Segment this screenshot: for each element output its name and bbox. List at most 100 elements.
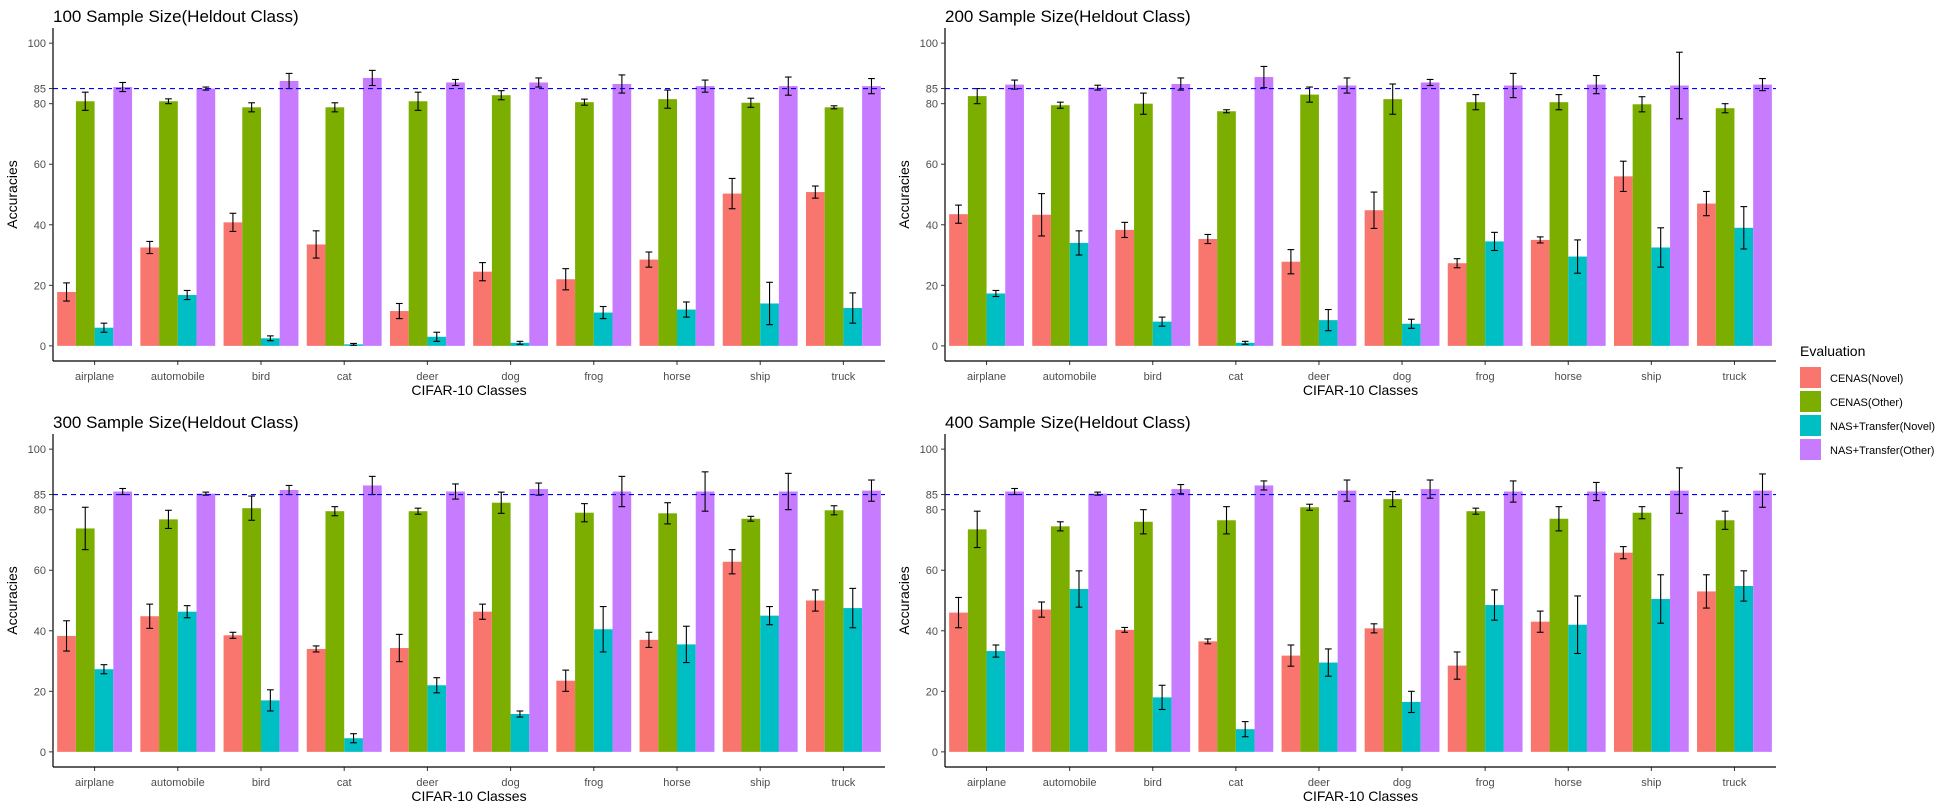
x-tick-label: cat [1229, 371, 1244, 383]
error-bar-truck-1 [811, 589, 819, 612]
x-tick-label: horse [1554, 371, 1582, 383]
x-tick-label: automobile [1043, 371, 1097, 383]
error-bar-cat-2 [331, 506, 339, 517]
error-bar-ship-4 [784, 472, 792, 511]
x-tick-label: horse [663, 371, 691, 383]
bar-cat-3 [344, 738, 363, 752]
x-tick-label: deer [416, 777, 438, 789]
bar-frog-3 [593, 629, 613, 752]
bar-airplane-2 [75, 101, 95, 346]
error-bar-horse-2 [1555, 94, 1563, 111]
bar-frog-1 [1447, 665, 1467, 752]
legend-label-1: CENAS(Novel) [1830, 373, 1903, 385]
error-bar-automobile-1 [1038, 601, 1045, 618]
x-tick-label: dog [501, 371, 519, 383]
chart-title: 300 Sample Size(Heldout Class) [53, 413, 299, 432]
error-bar-dog-3 [1408, 318, 1415, 329]
y-tick-label: 20 [926, 280, 938, 292]
error-bar-dog-4 [535, 482, 543, 496]
chart-panel-4: 400 Sample Size(Heldout Class) airplane au… [896, 413, 1776, 804]
bar-airplane-2 [75, 528, 95, 752]
error-bar-horse-3 [1574, 239, 1581, 274]
bar-deer-2 [1300, 507, 1319, 752]
error-bar-horse-3 [682, 625, 690, 664]
y-tick-label: 60 [926, 565, 938, 577]
x-tick-label: automobile [151, 371, 205, 383]
error-bar-airplane-3 [100, 664, 108, 675]
error-bar-ship-3 [1657, 227, 1665, 268]
bar-automobile-2 [159, 519, 178, 752]
bar-deer-3 [427, 685, 447, 752]
error-bar-frog-3 [599, 305, 607, 320]
error-bar-truck-4 [868, 479, 875, 502]
error-bar-cat-1 [1204, 233, 1212, 245]
error-bar-cat-4 [1260, 480, 1268, 491]
bar-truck-1 [1697, 203, 1716, 346]
bar-truck-2 [824, 107, 844, 346]
bar-horse-2 [658, 513, 677, 752]
error-bar-truck-2 [1721, 103, 1729, 114]
error-bar-truck-2 [830, 105, 838, 110]
x-tick-label: bird [252, 777, 270, 789]
error-bar-frog-4 [1509, 72, 1517, 99]
y-axis-title: Accuracies [4, 566, 20, 634]
bar-bird-2 [1134, 521, 1153, 752]
error-bar-bird-1 [229, 212, 237, 232]
bar-automobile-3 [1069, 589, 1089, 752]
x-tick-label: truck [831, 371, 855, 383]
error-bar-dog-1 [479, 262, 486, 282]
bar-automobile-1 [140, 247, 160, 346]
bar-automobile-2 [1050, 105, 1070, 346]
bar-cat-4 [1254, 485, 1274, 752]
error-bar-cat-3 [1241, 340, 1249, 345]
bar-ship-2 [1632, 512, 1652, 752]
error-bar-cat-4 [1260, 65, 1268, 89]
x-tick-label: horse [663, 777, 691, 789]
bar-horse-3 [1568, 624, 1587, 752]
bar-truck-3 [843, 608, 863, 752]
error-bar-ship-3 [1657, 574, 1665, 624]
bar-frog-1 [556, 279, 576, 346]
bar-bird-3 [261, 338, 280, 346]
error-bar-airplane-2 [81, 506, 89, 551]
y-axis-title: Accuracies [896, 160, 912, 228]
bar-dog-4 [529, 489, 549, 752]
error-bar-deer-1 [1287, 644, 1295, 667]
bar-frog-2 [575, 102, 594, 346]
y-tick-label: 40 [926, 220, 938, 232]
bar-automobile-4 [196, 88, 216, 346]
error-bar-airplane-1 [63, 620, 70, 652]
error-bar-airplane-3 [100, 322, 108, 333]
y-tick-label: 100 [28, 38, 46, 50]
error-bar-horse-2 [664, 502, 672, 525]
bar-ship-3 [1651, 598, 1671, 752]
error-bar-truck-3 [849, 292, 857, 324]
error-bar-ship-1 [728, 177, 736, 210]
chart-title: 400 Sample Size(Heldout Class) [945, 413, 1191, 432]
error-bar-dog-2 [1389, 83, 1397, 115]
error-bar-bird-1 [1121, 626, 1129, 633]
y-tick-label: 60 [34, 159, 46, 171]
error-bar-ship-3 [766, 606, 773, 626]
error-bar-deer-2 [414, 91, 422, 111]
y-tick-label: 80 [926, 505, 938, 517]
legend-swatch-4 [1800, 439, 1821, 460]
error-bar-automobile-2 [1056, 521, 1064, 532]
bar-frog-2 [1466, 102, 1486, 346]
bar-automobile-1 [1032, 609, 1051, 752]
bar-dog-2 [1383, 99, 1403, 346]
x-axis-title: CIFAR-10 Classes [1303, 382, 1418, 398]
error-bar-ship-2 [1638, 96, 1646, 113]
bar-automobile-1 [1032, 214, 1051, 346]
error-bar-cat-3 [1241, 721, 1249, 738]
y-tick-label: 20 [34, 686, 46, 698]
bar-horse-1 [1530, 239, 1550, 346]
x-tick-label: automobile [1043, 777, 1097, 789]
bar-horse-4 [695, 491, 715, 752]
bar-dog-1 [473, 611, 492, 752]
x-tick-label: airplane [75, 371, 114, 383]
bar-bird-1 [1115, 629, 1135, 752]
bar-truck-4 [862, 490, 881, 752]
bar-automobile-4 [196, 493, 216, 752]
bar-dog-4 [1420, 82, 1440, 346]
